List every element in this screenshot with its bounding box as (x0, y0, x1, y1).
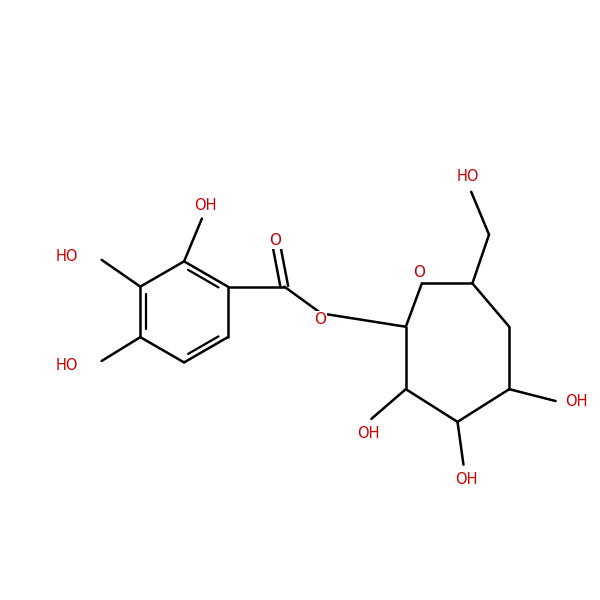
Text: OH: OH (194, 198, 216, 213)
Text: OH: OH (455, 472, 478, 487)
Text: HO: HO (55, 250, 78, 265)
Text: OH: OH (565, 394, 587, 409)
Text: O: O (413, 265, 425, 280)
Text: HO: HO (457, 169, 479, 184)
Text: O: O (269, 233, 281, 248)
Text: O: O (314, 312, 326, 327)
Text: OH: OH (357, 426, 380, 441)
Text: HO: HO (55, 358, 78, 373)
